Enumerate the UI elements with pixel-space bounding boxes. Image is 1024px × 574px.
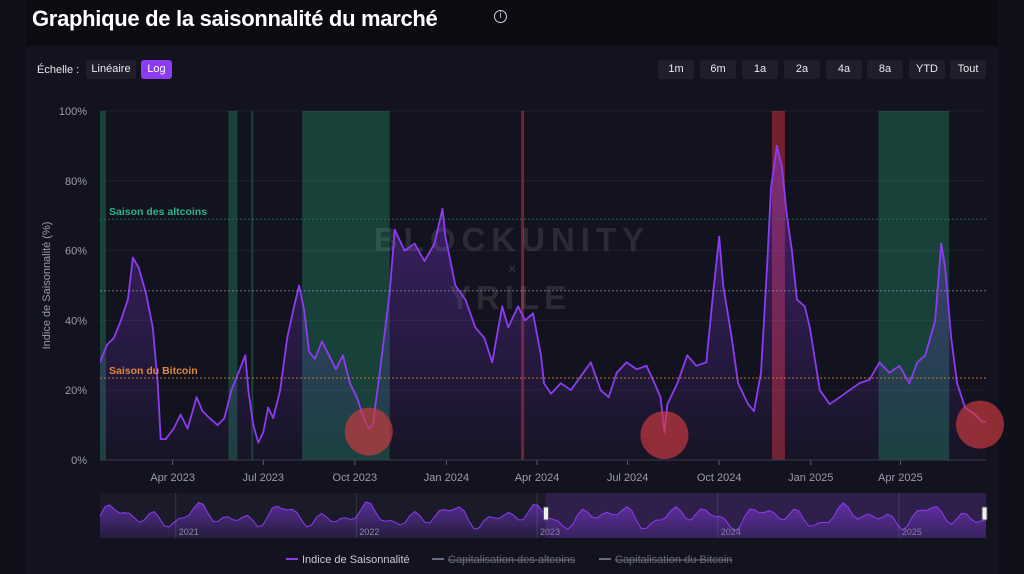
range-2a-button[interactable]: 2a <box>784 60 820 79</box>
info-circle-icon[interactable]: i <box>494 10 507 23</box>
range-ytd-button[interactable]: YTD <box>909 60 945 79</box>
range-6m-button[interactable]: 6m <box>700 60 736 79</box>
range-all-button[interactable]: Tout <box>950 60 986 79</box>
header-bar: Graphique de la saisonnalité du marché i <box>26 0 998 46</box>
chart-panel <box>26 46 998 574</box>
range-8a-button[interactable]: 8a <box>867 60 903 79</box>
scale-linear-button[interactable]: Linéaire <box>86 60 136 79</box>
page-title: Graphique de la saisonnalité du marché <box>32 6 438 31</box>
range-1m-button[interactable]: 1m <box>658 60 694 79</box>
range-1a-button[interactable]: 1a <box>742 60 778 79</box>
scale-log-button[interactable]: Log <box>141 60 172 79</box>
range-4a-button[interactable]: 4a <box>826 60 862 79</box>
scale-label: Échelle : <box>37 64 80 76</box>
